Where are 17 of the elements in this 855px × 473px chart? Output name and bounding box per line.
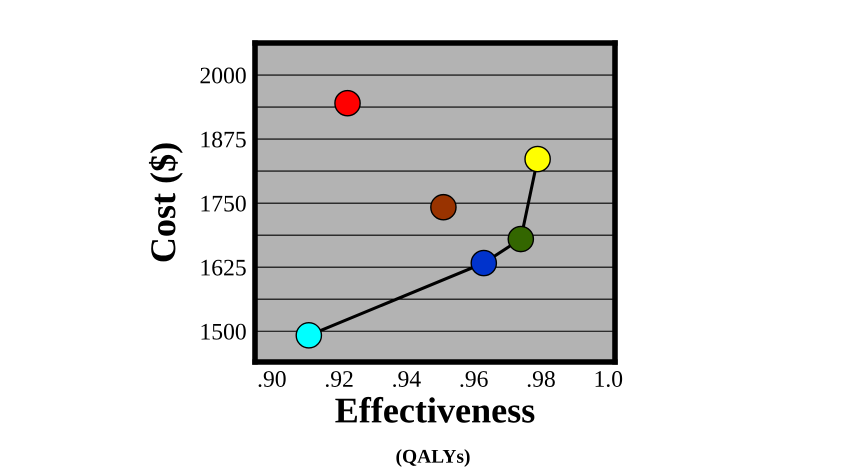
text: (QALYs) bbox=[396, 449, 470, 467]
x-tick-label: 1.0 bbox=[596, 371, 622, 388]
x-tick-label: .98 bbox=[528, 371, 555, 388]
point bbox=[524, 146, 551, 172]
y-tick-label: 1500 bbox=[202, 324, 246, 340]
point bbox=[507, 226, 534, 252]
x-tick-label: .94 bbox=[393, 371, 421, 388]
y-tick-label: 1875 bbox=[202, 132, 246, 148]
x-axis-title: Effectiveness bbox=[335, 396, 534, 423]
x-tick-label: .90 bbox=[258, 371, 286, 388]
x-tick-label: .92 bbox=[326, 371, 353, 388]
x-tick-label: .96 bbox=[460, 371, 488, 388]
y-tick-label: 1750 bbox=[202, 196, 246, 212]
y-tick-label: 2000 bbox=[200, 68, 246, 84]
y-tick-label: 1625 bbox=[202, 260, 246, 276]
y-axis-title: Cost ($) bbox=[148, 143, 183, 262]
point bbox=[296, 322, 322, 349]
